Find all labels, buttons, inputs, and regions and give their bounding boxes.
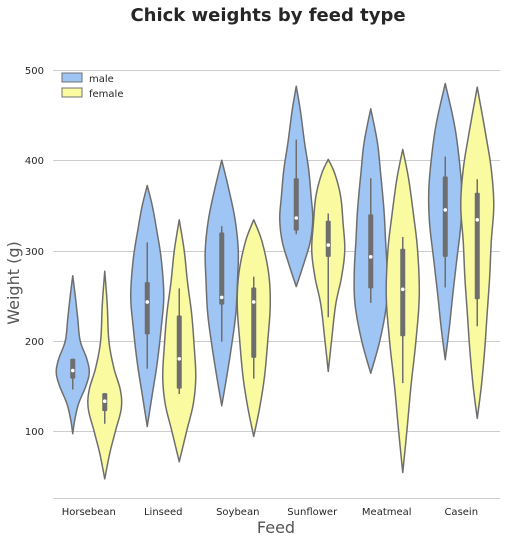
violin-iqr-box xyxy=(474,192,480,300)
violin-median xyxy=(251,300,256,304)
legend-swatch-male xyxy=(61,72,83,83)
legend-swatch-female xyxy=(61,87,83,98)
violin-iqr-box xyxy=(251,287,257,358)
y-tick-label: 100 xyxy=(25,427,44,438)
violin-median xyxy=(400,287,405,292)
chart-title: Chick weights by feed type xyxy=(130,5,405,26)
violin-iqr-box xyxy=(219,232,225,305)
violin-iqr-box xyxy=(325,220,331,257)
y-axis-label: Weight (g) xyxy=(4,241,23,324)
violin-median xyxy=(443,208,448,212)
violin-plots xyxy=(55,82,495,480)
violin-iqr-box xyxy=(176,315,182,389)
legend: male female xyxy=(61,72,123,100)
x-tick-label: Sunflower xyxy=(287,507,338,518)
x-tick-label: Soybean xyxy=(216,507,259,518)
x-tick-labels: Horsebean Linseed Soybean Sunflower Meatmeal… xyxy=(62,507,478,518)
x-tick-label: Horsebean xyxy=(62,507,116,518)
y-tick-label: 500 xyxy=(25,66,44,77)
violin-median xyxy=(475,218,480,222)
violin-iqr-box xyxy=(144,282,150,335)
violin-male-horsebean xyxy=(55,275,90,435)
y-tick-label: 400 xyxy=(25,156,44,167)
violin-iqr-box xyxy=(400,248,406,337)
x-axis-label: Feed xyxy=(257,518,295,537)
x-tick-label: Meatmeal xyxy=(362,507,412,518)
violin-median xyxy=(368,255,373,259)
violin-iqr-box xyxy=(368,214,374,289)
violin-median xyxy=(145,300,150,304)
violin-iqr-box xyxy=(293,178,299,231)
violin-median xyxy=(70,368,75,373)
violin-median xyxy=(294,216,299,220)
violin-median xyxy=(326,243,331,247)
legend-label-female: female xyxy=(89,89,123,100)
violin-iqr-box xyxy=(70,358,76,379)
violin-female-horsebean xyxy=(87,270,123,480)
legend-label-male: male xyxy=(89,74,114,85)
violin-median xyxy=(177,357,182,361)
violin-median xyxy=(102,399,107,404)
grid-lines xyxy=(53,70,500,432)
y-tick-label: 200 xyxy=(25,337,44,348)
violin-median xyxy=(219,295,224,300)
violin-iqr-box xyxy=(442,176,448,257)
y-tick-label: 300 xyxy=(25,247,44,258)
x-tick-label: Linseed xyxy=(144,507,183,518)
x-tick-label: Casein xyxy=(444,507,478,518)
y-tick-labels: 100 200 300 400 500 xyxy=(25,66,44,438)
